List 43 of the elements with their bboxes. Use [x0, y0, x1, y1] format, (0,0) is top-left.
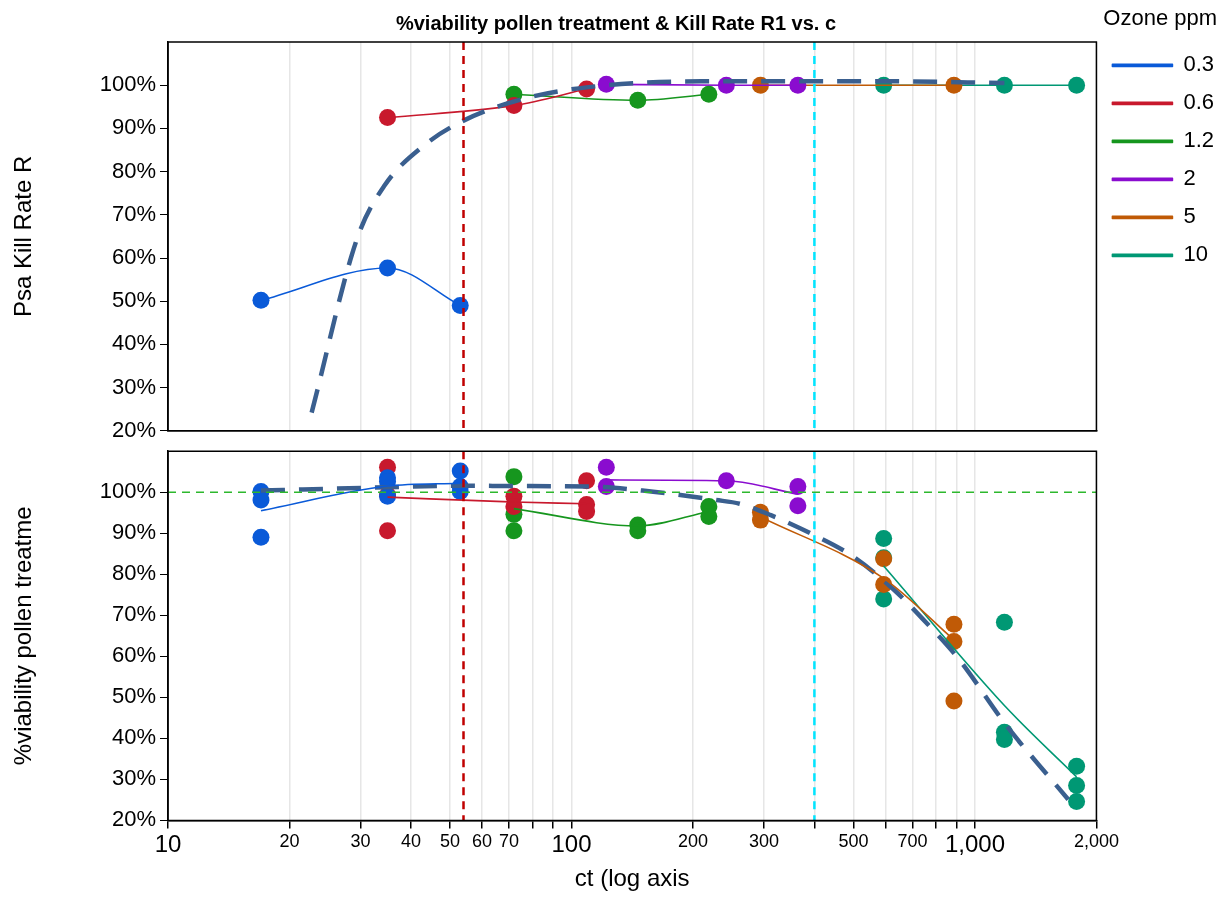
chart-title: %viability pollen treatment & Kill Rate R1 vs. c	[395, 11, 837, 34]
y-tick-label: 30%	[111, 765, 156, 791]
y-tick-label: 30%	[111, 373, 156, 399]
x-tick-label: 100	[551, 830, 592, 858]
x-tick-label: 500	[838, 831, 869, 852]
x-tick-label: 700	[897, 831, 928, 852]
x-tick-label: 20	[279, 831, 300, 852]
y-tick-label: 50%	[111, 287, 156, 313]
x-tick-label: 40	[400, 831, 421, 852]
y-tick-label: 90%	[111, 114, 156, 140]
x-tick-label: 200	[677, 831, 708, 852]
legend-label: 2	[1183, 165, 1196, 191]
y-tick-label: 90%	[111, 519, 156, 545]
y-tick-label: 60%	[111, 642, 156, 668]
legend-label: 0.3	[1183, 51, 1215, 77]
legend-label: 10	[1183, 241, 1208, 267]
y-tick-label: 80%	[111, 560, 156, 586]
x-tick-label: 70	[498, 831, 519, 852]
legend-label: 1.2	[1183, 127, 1215, 153]
y-tick-label: 20%	[111, 806, 156, 832]
legend-label: 5	[1183, 203, 1196, 229]
y-axis-title: %viability pollen treatme	[9, 506, 37, 766]
y-tick-label: 70%	[111, 601, 156, 627]
x-tick-label: 1,000	[944, 830, 1005, 858]
y-tick-label: 100%	[99, 71, 156, 97]
x-tick-label: 10	[154, 830, 182, 858]
y-axis-title: Psa Kill Rate R	[9, 155, 37, 318]
x-tick-label: 50	[440, 831, 461, 852]
y-tick-label: 40%	[111, 724, 156, 750]
y-tick-label: 40%	[111, 330, 156, 356]
y-tick-label: 60%	[111, 244, 156, 270]
legend-title: Ozone ppm	[1103, 5, 1218, 31]
y-tick-label: 50%	[111, 683, 156, 709]
x-tick-label: 2,000	[1073, 831, 1119, 852]
y-tick-label: 80%	[111, 157, 156, 183]
x-axis-title: ct (log axis	[574, 864, 690, 892]
y-tick-label: 70%	[111, 200, 156, 226]
x-tick-label: 30	[350, 831, 371, 852]
x-tick-label: 60	[471, 831, 492, 852]
y-tick-label: 100%	[99, 478, 156, 504]
legend-label: 0.6	[1183, 89, 1215, 115]
x-tick-label: 300	[748, 831, 780, 852]
y-tick-label: 20%	[111, 416, 156, 442]
